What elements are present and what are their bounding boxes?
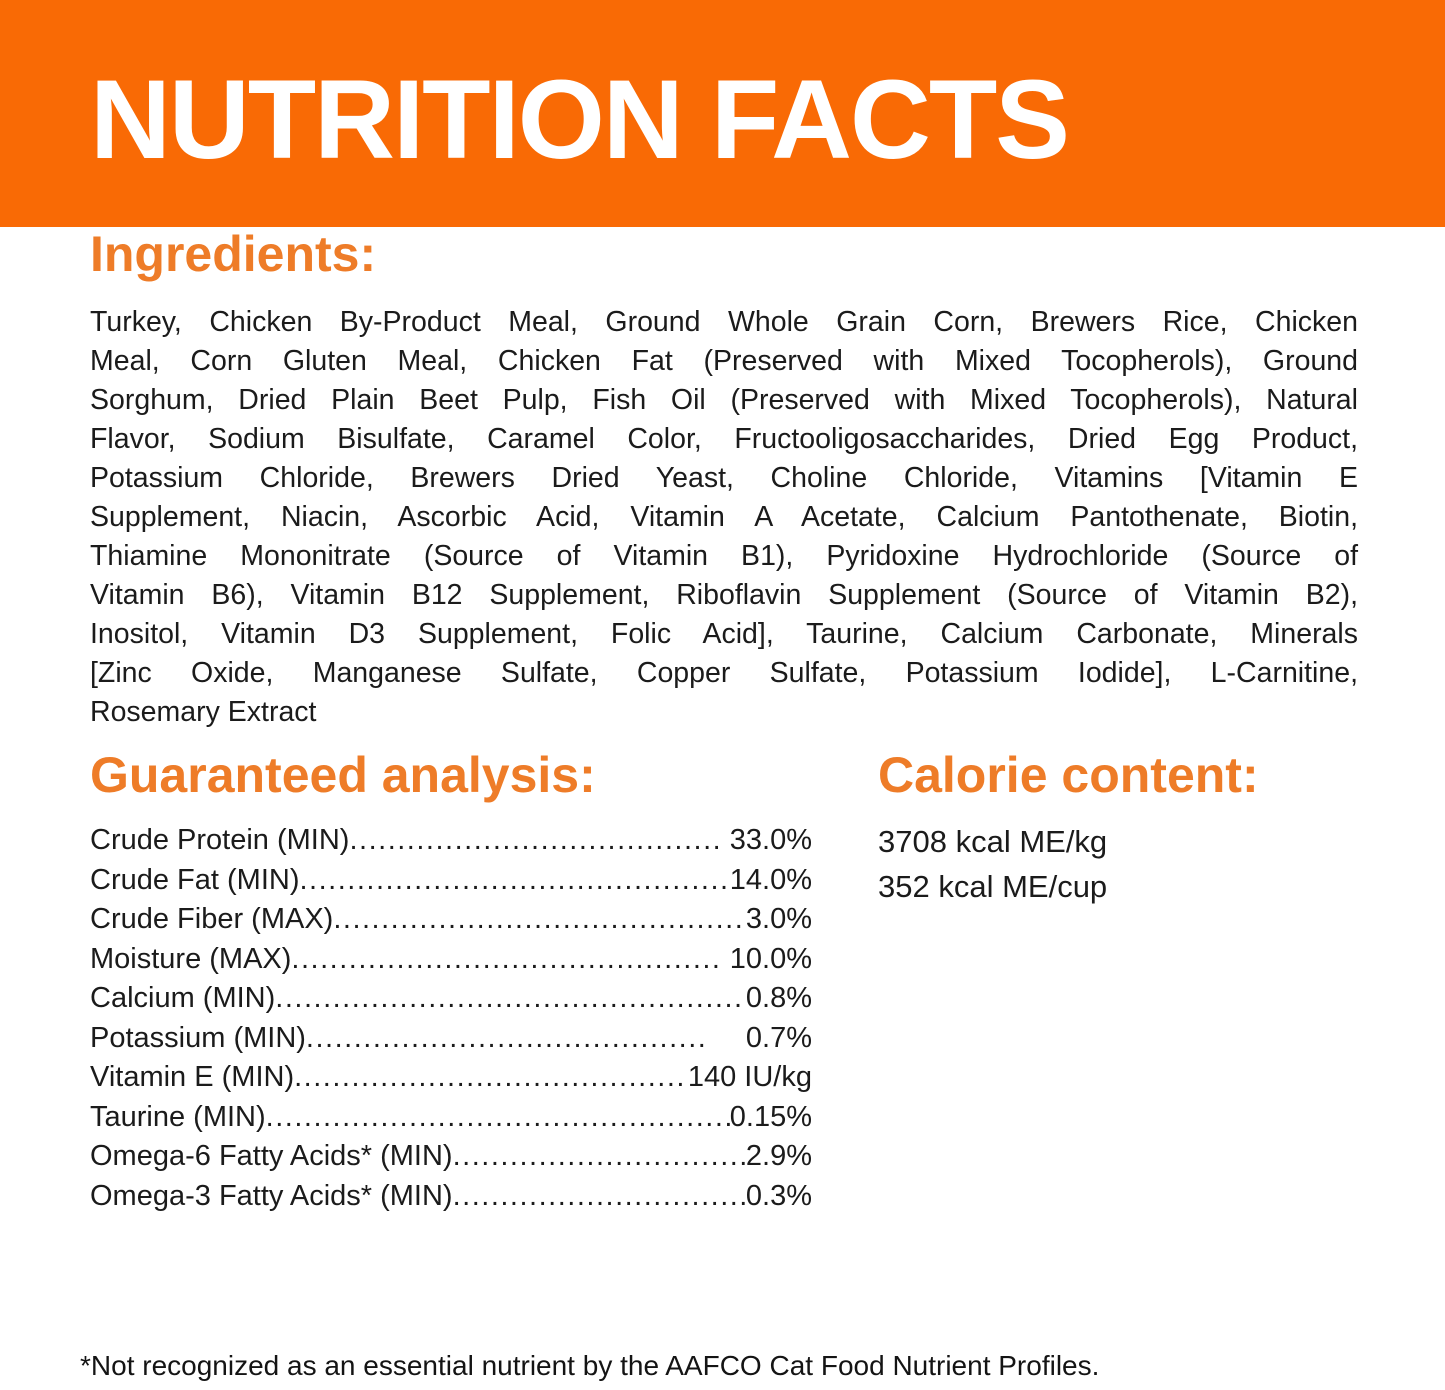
analysis-row: Vitamin E (MIN) 140 IU/kg bbox=[90, 1058, 812, 1098]
analysis-label: Crude Fiber (MAX) bbox=[90, 903, 334, 935]
ingredients-line: Flavor, Sodium Bisulfate, Caramel Color,… bbox=[90, 423, 1358, 455]
analysis-row: Taurine (MIN) 0.15% bbox=[90, 1098, 812, 1138]
analysis-row: Calcium (MIN) 0.8% bbox=[90, 979, 812, 1019]
analysis-value: 10.0% bbox=[729, 942, 812, 975]
analysis-value: 0.3% bbox=[745, 1179, 812, 1212]
analysis-value: 2.9% bbox=[745, 1140, 812, 1172]
analysis-row: Crude Fat (MIN) 14.0% bbox=[90, 861, 812, 901]
analysis-label: Crude Fat (MIN) bbox=[90, 863, 300, 896]
ingredients-line: Inositol, Vitamin D3 Supplement, Folic A… bbox=[90, 618, 1358, 650]
ingredients-line: Sorghum, Dried Plain Beet Pulp, Fish Oil… bbox=[90, 384, 1358, 416]
analysis-row: Omega-3 Fatty Acids* (MIN) 0.3% bbox=[90, 1177, 812, 1217]
analysis-label: Vitamin E (MIN) bbox=[90, 1061, 295, 1093]
analysis-value: 33.0% bbox=[729, 824, 812, 856]
dot-leader bbox=[453, 1137, 746, 1177]
nutrition-facts-label: NUTRITION FACTS Ingredients: Turkey, Chi… bbox=[0, 0, 1445, 1216]
analysis-value: 0.8% bbox=[745, 982, 812, 1014]
analysis-value: 14.0% bbox=[729, 863, 812, 896]
calorie-content-heading: Calorie content: bbox=[878, 747, 1259, 803]
ingredients-line: [Zinc Oxide, Manganese Sulfate, Copper S… bbox=[90, 657, 1358, 689]
dot-leader bbox=[294, 1058, 688, 1098]
guaranteed-analysis-heading: Guaranteed analysis: bbox=[90, 747, 596, 803]
analysis-row: Crude Fiber (MAX) 3.0% bbox=[90, 900, 812, 940]
analysis-label: Crude Protein (MIN) bbox=[90, 824, 350, 856]
dot-leader bbox=[349, 821, 717, 861]
guaranteed-analysis-section: Guaranteed analysis: Crude Protein (MIN)… bbox=[90, 748, 812, 1216]
analysis-label: Moisture (MAX) bbox=[90, 942, 292, 975]
aafco-footnote: *Not recognized as an essential nutrient… bbox=[80, 1350, 1100, 1381]
analysis-and-calories: Guaranteed analysis: Crude Protein (MIN)… bbox=[90, 748, 1358, 1216]
analysis-row: Crude Protein (MIN) 33.0% bbox=[90, 821, 812, 861]
analysis-value: 0.7% bbox=[745, 1021, 812, 1054]
dot-leader bbox=[306, 1019, 704, 1059]
header-band: NUTRITION FACTS bbox=[0, 0, 1445, 227]
calorie-line-kg: 3708 kcal ME/kg bbox=[878, 824, 1108, 859]
ingredients-line: Rosemary Extract bbox=[90, 696, 317, 728]
dot-leader bbox=[333, 900, 746, 940]
content: Ingredients: Turkey, Chicken By-Product … bbox=[0, 227, 1445, 1216]
analysis-label: Omega-6 Fatty Acids* (MIN) bbox=[90, 1140, 453, 1172]
analysis-label: Omega-3 Fatty Acids* (MIN) bbox=[90, 1179, 453, 1212]
calorie-content-section: Calorie content: 3708 kcal ME/kg 352 kca… bbox=[878, 748, 1358, 1216]
ingredients-heading: Ingredients: bbox=[90, 226, 377, 282]
dot-leader bbox=[291, 940, 717, 980]
ingredients-line: Vitamin B6), Vitamin B12 Supplement, Rib… bbox=[90, 579, 1358, 611]
ingredients-line: Potassium Chloride, Brewers Dried Yeast,… bbox=[90, 462, 1358, 494]
analysis-row: Moisture (MAX) 10.0% bbox=[90, 940, 812, 980]
analysis-label: Potassium (MIN) bbox=[90, 1021, 306, 1054]
calorie-line-cup: 352 kcal ME/cup bbox=[878, 869, 1108, 904]
dot-leader bbox=[275, 979, 746, 1019]
dot-leader bbox=[266, 1098, 730, 1138]
calorie-lines: 3708 kcal ME/kg 352 kcal ME/cup bbox=[878, 819, 1358, 909]
guaranteed-analysis-list: Crude Protein (MIN) 33.0% Crude Fat (MIN) 1… bbox=[90, 821, 812, 1216]
ingredients-line: Supplement, Niacin, Ascorbic Acid, Vitam… bbox=[90, 501, 1358, 533]
analysis-value: 140 IU/kg bbox=[687, 1061, 812, 1093]
ingredients-text: Turkey, Chicken By-Product Meal, Ground … bbox=[90, 303, 1358, 732]
analysis-row: Potassium (MIN) 0.7% bbox=[90, 1019, 812, 1059]
ingredients-line: Thiamine Mononitrate (Source of Vitamin … bbox=[90, 540, 1358, 572]
analysis-value: 3.0% bbox=[745, 903, 812, 935]
analysis-label: Calcium (MIN) bbox=[90, 982, 276, 1014]
dot-leader bbox=[453, 1177, 746, 1217]
analysis-label: Taurine (MIN) bbox=[90, 1100, 266, 1133]
dot-leader bbox=[299, 861, 729, 901]
ingredients-line: Meal, Corn Gluten Meal, Chicken Fat (Pre… bbox=[90, 345, 1358, 377]
page-title: NUTRITION FACTS bbox=[90, 57, 1070, 182]
analysis-row: Omega-6 Fatty Acids* (MIN) 2.9% bbox=[90, 1137, 812, 1177]
ingredients-line: Turkey, Chicken By-Product Meal, Ground … bbox=[90, 306, 1358, 338]
analysis-value: 0.15% bbox=[729, 1100, 812, 1133]
